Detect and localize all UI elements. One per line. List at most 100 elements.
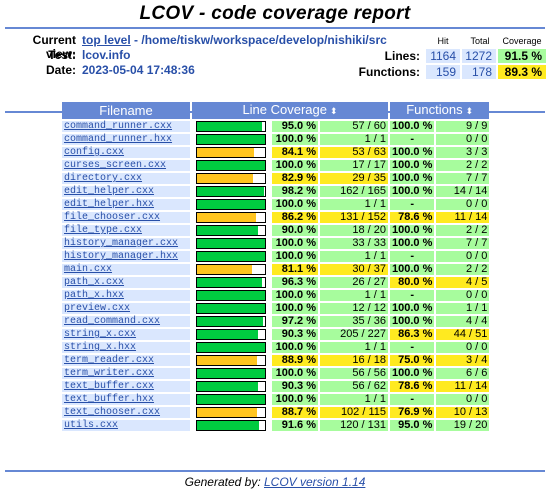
file-link[interactable]: text_chooser.cxx: [64, 407, 161, 418]
coverage-bar-fill: [197, 187, 264, 196]
coverage-bar-fill: [197, 239, 265, 248]
line-coverage-percent: 81.1 %: [272, 264, 318, 275]
file-link[interactable]: read_command.cxx: [64, 316, 161, 327]
line-coverage-percent: 88.9 %: [272, 355, 318, 366]
functions-label: Functions: [406, 102, 463, 117]
file-link[interactable]: edit_helper.cxx: [64, 186, 155, 197]
file-link[interactable]: term_reader.cxx: [64, 355, 155, 366]
function-coverage-count: 0 / 0: [436, 290, 490, 301]
table-header-row: Filename Line Coverage ⬍ Functions ⬍: [62, 102, 490, 119]
table-row: text_buffer.cxx 90.3 % 56 / 62 78.6 % 11 / 1…: [62, 381, 490, 392]
line-coverage-percent: 82.9 %: [272, 173, 318, 184]
line-coverage-count: 12 / 12: [320, 303, 388, 314]
function-coverage-count: 19 / 20: [436, 420, 490, 431]
coverage-bar-cell: [192, 342, 270, 353]
function-coverage-count: 0 / 0: [436, 251, 490, 262]
function-coverage-count: 2 / 2: [436, 264, 490, 275]
function-coverage-count: 1 / 1: [436, 303, 490, 314]
line-coverage-percent: 98.2 %: [272, 186, 318, 197]
lines-label: Lines:: [384, 49, 420, 63]
coverage-bar-cell: [192, 329, 270, 340]
file-link[interactable]: history_manager.hxx: [64, 251, 179, 262]
table-row: directory.cxx 82.9 % 29 / 35 100.0 % 7 / 7: [62, 173, 490, 184]
line-coverage-percent: 86.2 %: [272, 212, 318, 223]
coverage-bar-cell: [192, 316, 270, 327]
file-name-cell: edit_helper.hxx: [62, 199, 190, 210]
line-coverage-count: 131 / 152: [320, 212, 388, 223]
coverage-bar-fill: [197, 213, 256, 222]
function-coverage-count: 10 / 13: [436, 407, 490, 418]
function-coverage-percent: 78.6 %: [390, 381, 435, 392]
function-coverage-percent: 100.0 %: [390, 159, 435, 171]
file-name-cell: config.cxx: [62, 147, 190, 158]
coverage-bar-cell: [192, 394, 270, 405]
line-coverage-count: 1 / 1: [320, 394, 388, 405]
file-link[interactable]: file_chooser.cxx: [64, 212, 161, 223]
coverage-bar-cell: [192, 186, 270, 197]
file-link[interactable]: utils.cxx: [64, 420, 119, 431]
date-label: Date:: [45, 63, 76, 77]
file-link[interactable]: main.cxx: [64, 264, 113, 275]
lcov-version-link[interactable]: LCOV version 1.14: [264, 475, 366, 489]
table-row: edit_helper.hxx 100.0 % 1 / 1-0 / 0: [62, 199, 490, 210]
bottom-divider: [5, 470, 545, 472]
coverage-bar-fill: [197, 356, 258, 365]
coverage-bar-cell: [192, 407, 270, 418]
coverage-bar-cell: [192, 238, 270, 249]
line-coverage-column-header[interactable]: Line Coverage ⬍: [192, 102, 388, 119]
file-link[interactable]: edit_helper.hxx: [64, 199, 155, 210]
table-row: command_runner.hxx 100.0 % 1 / 1-0 / 0: [62, 134, 490, 145]
file-link[interactable]: preview.cxx: [64, 303, 131, 314]
coverage-bar-cell: [192, 290, 270, 301]
file-name-cell: edit_helper.cxx: [62, 186, 190, 197]
file-link[interactable]: path_x.hxx: [64, 290, 125, 301]
coverage-bar-fill: [197, 278, 263, 287]
function-coverage-percent: -: [390, 134, 435, 145]
file-link[interactable]: directory.cxx: [64, 173, 143, 184]
file-link[interactable]: string_x.cxx: [64, 329, 137, 340]
coverage-bar: [196, 420, 266, 431]
file-link[interactable]: file_type.cxx: [64, 225, 143, 236]
table-row: term_writer.cxx 100.0 % 56 / 56 100.0 % 6 / …: [62, 367, 490, 379]
file-link[interactable]: term_writer.cxx: [64, 368, 155, 379]
file-link[interactable]: command_runner.cxx: [64, 121, 173, 132]
file-link[interactable]: text_buffer.cxx: [64, 381, 155, 392]
file-name-cell: file_chooser.cxx: [62, 212, 190, 223]
coverage-bar-fill: [197, 135, 265, 144]
file-link[interactable]: command_runner.hxx: [64, 134, 173, 145]
coverage-bar-cell: [192, 121, 270, 132]
file-link[interactable]: history_manager.cxx: [64, 238, 179, 249]
line-coverage-percent: 97.2 %: [272, 316, 318, 327]
file-name-cell: command_runner.hxx: [62, 134, 190, 145]
coverage-bar-cell: [192, 264, 270, 275]
filename-column-header[interactable]: Filename: [62, 102, 190, 119]
file-name-cell: history_manager.cxx: [62, 238, 190, 249]
total-column-header: Total: [470, 36, 490, 46]
table-row: preview.cxx 100.0 % 12 / 12 100.0 % 1 / 1: [62, 302, 490, 314]
function-coverage-percent: 100.0 %: [390, 237, 435, 249]
function-coverage-percent: 100.0 %: [390, 302, 435, 314]
table-row: curses_screen.cxx 100.0 % 17 / 17 100.0 % 2 …: [62, 159, 490, 171]
coverage-bar-fill: [197, 343, 265, 352]
function-coverage-percent: 80.0 %: [390, 277, 435, 288]
file-link[interactable]: text_buffer.hxx: [64, 394, 155, 405]
line-coverage-count: 17 / 17: [320, 160, 388, 171]
line-coverage-percent: 84.1 %: [272, 147, 318, 158]
function-coverage-count: 11 / 14: [436, 381, 490, 392]
coverage-bar-fill: [197, 421, 260, 430]
file-link[interactable]: config.cxx: [64, 147, 125, 158]
coverage-bar: [196, 225, 266, 236]
line-coverage-count: 16 / 18: [320, 355, 388, 366]
line-coverage-count: 1 / 1: [320, 251, 388, 262]
file-link[interactable]: path_x.cxx: [64, 277, 125, 288]
sort-icon[interactable]: ⬍: [465, 106, 474, 116]
file-link[interactable]: curses_screen.cxx: [64, 160, 167, 171]
sort-icon[interactable]: ⬍: [330, 106, 338, 116]
function-coverage-percent: 100.0 %: [390, 367, 435, 379]
file-link[interactable]: string_x.hxx: [64, 342, 137, 353]
line-coverage-count: 120 / 131: [320, 420, 388, 431]
file-name-cell: path_x.hxx: [62, 290, 190, 301]
line-coverage-percent: 90.0 %: [272, 225, 318, 236]
functions-column-header[interactable]: Functions ⬍: [390, 102, 490, 119]
top-level-link[interactable]: top level: [82, 33, 131, 47]
